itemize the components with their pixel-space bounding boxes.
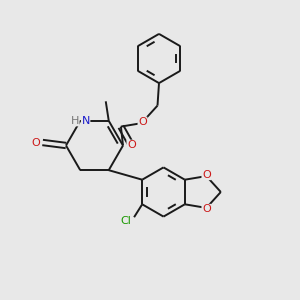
Text: O: O — [138, 117, 147, 127]
Text: O: O — [127, 140, 136, 150]
Text: O: O — [202, 169, 211, 180]
Text: H: H — [71, 116, 79, 126]
Text: N: N — [82, 116, 90, 126]
Text: O: O — [32, 137, 40, 148]
Text: Cl: Cl — [121, 216, 132, 226]
Text: O: O — [202, 204, 211, 214]
